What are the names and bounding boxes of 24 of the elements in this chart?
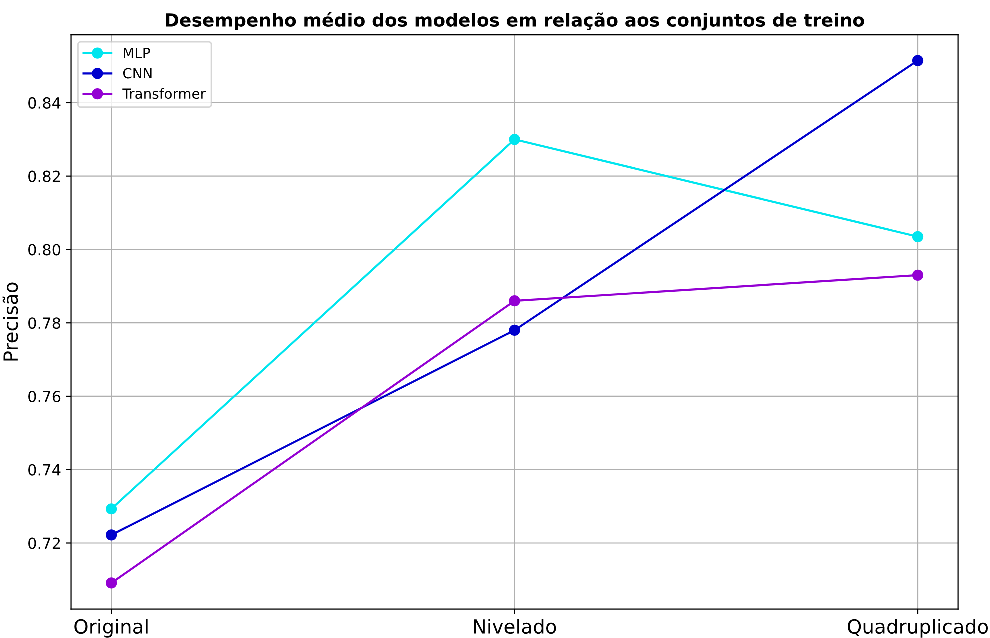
y-tick-label: 0.76 <box>28 390 61 403</box>
y-tick-label: 0.74 <box>28 464 61 476</box>
y-tick-label: 0.84 <box>28 97 61 109</box>
y-tick-label: 0.72 <box>28 538 60 550</box>
point <box>509 134 520 146</box>
point <box>509 324 520 336</box>
legend-label: Transformer <box>122 88 206 100</box>
y-tick-label: 0.80 <box>28 244 61 256</box>
chart-title: Desempenho médio dos modelos em relação aos conjuntos de treino <box>166 12 864 31</box>
point <box>509 296 520 307</box>
legend-label: MLP <box>124 48 150 58</box>
legend-label: CNN <box>123 68 152 79</box>
x-tick-label: Quadruplicado <box>848 619 988 638</box>
point <box>106 530 118 541</box>
point <box>106 578 118 589</box>
y-tick-label: 0.78 <box>28 318 61 330</box>
x-tick-label: Original <box>74 619 148 638</box>
point <box>912 231 924 242</box>
x-tick-label: Nivelado <box>474 619 556 634</box>
y-axis-title: Precisão <box>2 282 18 361</box>
point <box>912 55 924 66</box>
y-tick-label: 0.82 <box>28 170 60 182</box>
point <box>912 270 924 281</box>
point <box>106 504 118 515</box>
